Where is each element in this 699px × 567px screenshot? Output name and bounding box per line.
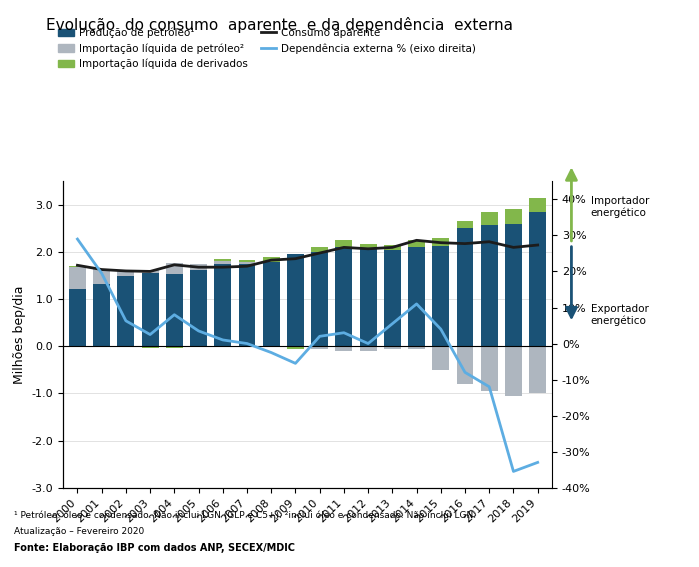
Text: Importador
energético: Importador energético (591, 196, 649, 218)
Bar (432, 346, 449, 370)
Bar (93, 269, 110, 284)
Text: Evolução  do consumo  aparente  e da dependência  externa: Evolução do consumo aparente e da depend… (46, 17, 513, 33)
Text: Fonte: Elaboração IBP com dados ANP, SECEX/MDIC: Fonte: Elaboração IBP com dados ANP, SEC… (14, 543, 295, 553)
Bar (215, 259, 231, 261)
Bar (117, 276, 134, 346)
Bar (93, 284, 110, 346)
Bar (432, 246, 449, 346)
Bar (69, 266, 86, 289)
Bar (287, 346, 304, 349)
Bar (311, 247, 328, 252)
Bar (238, 264, 255, 346)
Bar (384, 249, 401, 346)
Bar (408, 247, 425, 346)
Bar (336, 240, 352, 247)
Bar (142, 346, 159, 348)
Bar (481, 225, 498, 346)
Bar (142, 269, 159, 273)
Bar (311, 252, 328, 346)
Bar (69, 289, 86, 346)
Bar (505, 346, 522, 396)
Bar (190, 270, 207, 346)
Bar (456, 227, 473, 346)
Bar (215, 261, 231, 264)
Bar (529, 212, 546, 346)
Bar (360, 244, 377, 248)
Y-axis label: Milhões bep/dia: Milhões bep/dia (13, 285, 26, 384)
Bar (142, 273, 159, 346)
Bar (166, 346, 183, 348)
Bar (287, 255, 304, 346)
Bar (166, 274, 183, 346)
Bar (481, 346, 498, 391)
Bar (360, 346, 377, 351)
Text: Atualização – Fevereiro 2020: Atualização – Fevereiro 2020 (14, 527, 144, 536)
Bar (505, 224, 522, 346)
Bar (117, 270, 134, 276)
Bar (360, 248, 377, 346)
Bar (505, 209, 522, 224)
Bar (481, 211, 498, 225)
Bar (238, 260, 255, 262)
Bar (432, 239, 449, 246)
Bar (408, 346, 425, 349)
Bar (287, 253, 304, 255)
Bar (215, 264, 231, 346)
Legend: Produção de petróleo¹, Importação líquida de petróleo², Importação líquida de de: Produção de petróleo¹, Importação líquid… (58, 27, 476, 69)
Bar (166, 264, 183, 274)
Bar (529, 346, 546, 393)
Bar (336, 346, 352, 351)
Bar (529, 198, 546, 212)
Bar (311, 346, 328, 349)
Bar (336, 247, 352, 346)
Bar (408, 240, 425, 247)
Bar (117, 346, 134, 347)
Bar (384, 245, 401, 249)
Text: Exportador
energético: Exportador energético (591, 303, 649, 326)
Bar (263, 261, 280, 346)
Bar (190, 264, 207, 270)
Bar (238, 262, 255, 264)
Bar (456, 221, 473, 227)
Text: ¹ Petróleo: óleo e condensado. Não inclui LGN (GLP e C5+). ²inclui óleo e conden: ¹ Petróleo: óleo e condensado. Não inclu… (14, 511, 476, 521)
Bar (384, 346, 401, 349)
Bar (263, 257, 280, 261)
Bar (456, 346, 473, 384)
